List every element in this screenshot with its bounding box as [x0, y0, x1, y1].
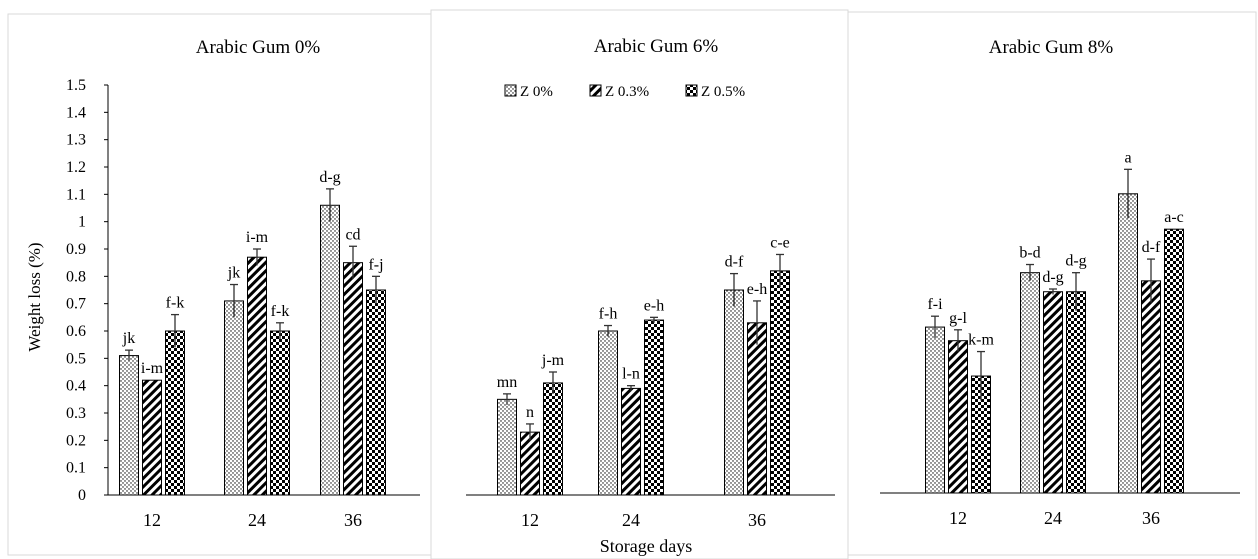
bar-z0-day-36: [320, 204, 340, 496]
significance-label: d-g: [1042, 269, 1063, 286]
x-tick-label: 36: [1142, 508, 1160, 528]
bar-z05-day-24: [1066, 291, 1086, 494]
legend-label-z0: Z 0%: [520, 84, 553, 100]
bar-z0-day-24: [598, 330, 618, 496]
significance-label: mn: [497, 374, 517, 391]
x-tick-label: 12: [949, 508, 967, 528]
y-tick-label: 1.3: [66, 132, 86, 149]
plots-layer: 0 0.1 0.2 0.3 0.4 0.5 0.6 0.7 0.8 0.9 1 1.1 1.2 1.3 1.…: [66, 77, 1240, 530]
bar-z0-day-24: [1020, 272, 1040, 494]
x-tick-label: 36: [748, 510, 766, 530]
bar-z05-day-12: [165, 330, 185, 496]
bar-z05-day-24: [270, 330, 290, 496]
significance-label: f-k: [271, 303, 290, 320]
y-tick-label: 0.8: [66, 268, 86, 285]
significance-label: e-h: [747, 281, 767, 298]
significance-label: l-n: [622, 366, 640, 383]
x-axis-label: Storage days: [600, 536, 692, 556]
significance-label: d-f: [725, 254, 744, 271]
x-tick-label: 12: [521, 510, 539, 530]
y-tick-label: 1: [78, 214, 86, 231]
significance-label: c-e: [770, 234, 790, 251]
bar-z05-day-36: [1164, 228, 1184, 494]
legend-label-z03: Z 0.3%: [605, 84, 649, 100]
bar-z0-day-12: [925, 326, 945, 494]
significance-label: d-f: [1142, 239, 1161, 256]
bar-z0-day-12: [497, 398, 517, 496]
bar-z05-day-36: [366, 289, 386, 496]
significance-label: a: [1124, 149, 1131, 166]
bar-z0-day-24: [224, 300, 244, 496]
significance-label: a-c: [1164, 209, 1184, 226]
significance-label: f-i: [927, 296, 943, 313]
significance-label: f-h: [599, 306, 618, 323]
bar-z0-day-36: [1118, 193, 1138, 494]
panel-frame-3: [847, 11, 1257, 556]
y-tick-label: 0.1: [66, 460, 86, 477]
significance-label: i-m: [141, 360, 164, 377]
y-tick-label: 0.6: [66, 323, 86, 340]
legend-swatch-z0: [504, 84, 517, 97]
y-tick-label: 0.7: [66, 296, 86, 313]
panel-title-2: Arabic Gum 6%: [594, 36, 719, 57]
y-tick-label: 1.1: [66, 186, 86, 203]
significance-label: f-k: [166, 295, 185, 312]
significance-label: n: [526, 404, 534, 421]
significance-label: e-h: [644, 297, 664, 314]
significance-label: g-l: [949, 310, 967, 327]
x-tick-label: 24: [622, 510, 640, 530]
significance-label: d-g: [1065, 253, 1086, 270]
significance-label: i-m: [246, 229, 269, 246]
y-tick-label: 0.5: [66, 350, 86, 367]
bar-z05-day-36: [770, 270, 790, 496]
significance-label: k-m: [968, 332, 994, 349]
significance-label: j-m: [541, 352, 565, 369]
significance-label: jk: [122, 330, 135, 347]
bar-z05-day-24: [644, 319, 664, 496]
bar-z03-day-12: [948, 340, 968, 494]
bar-z03-day-24: [247, 256, 267, 496]
bar-z03-day-24: [621, 387, 641, 496]
bar-z03-day-36: [343, 262, 363, 496]
significance-label: cd: [345, 226, 360, 243]
significance-label: jk: [227, 265, 240, 282]
bar-z03-day-36: [1141, 280, 1161, 494]
significance-label: d-g: [319, 169, 340, 186]
bar-z0-day-36: [724, 289, 744, 496]
y-tick-label: 1.4: [66, 104, 86, 121]
legend-swatch-z03: [589, 84, 602, 97]
y-tick-label: 0.2: [66, 432, 86, 449]
x-tick-label: 36: [344, 510, 362, 530]
legend-swatch-z05: [685, 84, 698, 97]
legend-label-z05: Z 0.5%: [701, 84, 745, 100]
significance-label: b-d: [1019, 245, 1040, 262]
bar-z03-day-36: [747, 322, 767, 496]
bar-z03-day-12: [520, 431, 540, 496]
bar-z03-day-24: [1043, 291, 1063, 494]
y-tick-label: 0: [78, 487, 86, 504]
significance-label: f-j: [368, 256, 383, 273]
y-tick-label: 0.4: [66, 378, 86, 395]
bar-z05-day-12: [543, 382, 563, 496]
legend: Z 0% Z 0.3% Z 0.5%: [504, 84, 745, 100]
panel-title-3: Arabic Gum 8%: [989, 37, 1114, 58]
y-tick-label: 0.9: [66, 241, 86, 258]
x-tick-label: 24: [248, 510, 266, 530]
y-tick-label: 0.3: [66, 405, 86, 422]
panel-title-1: Arabic Gum 0%: [196, 37, 321, 58]
y-tick-label: 1.2: [66, 159, 86, 176]
x-tick-label: 24: [1044, 508, 1062, 528]
bar-z03-day-12: [142, 379, 162, 496]
x-tick-label: 12: [143, 510, 161, 530]
y-axis-label: Weight loss (%): [25, 242, 44, 351]
bar-z0-day-12: [119, 355, 139, 496]
y-tick-label: 1.5: [66, 77, 86, 94]
